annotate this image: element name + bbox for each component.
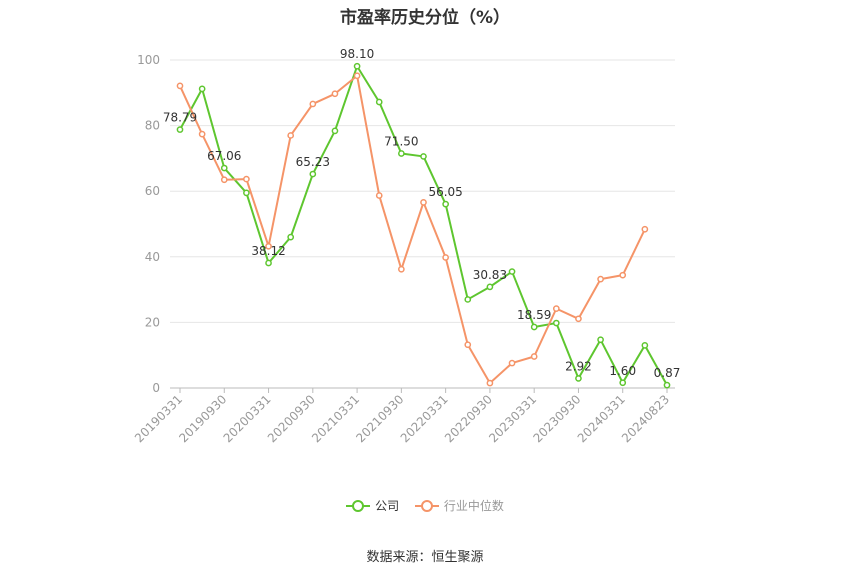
data-labels: 78.79 67.06 38.12 65.23 98.10 71.50 56.05 30.83… xyxy=(163,47,681,380)
data-point xyxy=(176,126,184,133)
data-point xyxy=(220,176,228,184)
data-point xyxy=(420,153,427,160)
data-point xyxy=(353,62,361,70)
data-point xyxy=(530,323,538,331)
data-point xyxy=(442,200,449,208)
data-point xyxy=(375,192,383,199)
data-point xyxy=(176,82,184,90)
chart-title: 市盈率历史分位（%） xyxy=(339,8,511,28)
data-label: 78.79 xyxy=(163,111,197,125)
data-point xyxy=(398,150,405,157)
y-tick-label: 40 xyxy=(145,250,160,264)
series-lines xyxy=(176,62,671,389)
legend-item-industry-median[interactable]: 行业中位数 xyxy=(414,497,504,514)
data-point xyxy=(398,265,405,273)
data-point xyxy=(464,341,472,349)
data-point xyxy=(375,98,383,106)
legend: 公司 行业中位数 xyxy=(0,497,850,516)
data-point xyxy=(597,275,604,283)
data-point xyxy=(552,319,560,327)
data-point xyxy=(486,379,494,387)
data-point xyxy=(641,225,649,233)
data-point xyxy=(552,305,560,312)
data-label: 0.87 xyxy=(654,366,681,380)
legend-label: 行业中位数 xyxy=(443,499,504,513)
data-point xyxy=(641,342,649,349)
data-point xyxy=(508,359,516,367)
y-tick-label: 60 xyxy=(145,184,160,198)
data-point xyxy=(353,72,361,80)
x-tick-label: 20240823 xyxy=(619,392,672,445)
grid-lines xyxy=(170,59,675,323)
data-point xyxy=(220,164,228,172)
data-label: 98.10 xyxy=(340,47,374,61)
data-point xyxy=(198,130,206,138)
data-label: 1.60 xyxy=(609,364,636,378)
data-point xyxy=(287,132,295,139)
data-point xyxy=(265,259,272,267)
data-label: 65.23 xyxy=(296,155,330,169)
series-line-1 xyxy=(179,74,646,385)
data-point xyxy=(287,233,295,241)
data-point xyxy=(619,271,627,279)
data-point xyxy=(663,381,671,389)
legend-line-marker-icon xyxy=(346,499,371,513)
y-tick-label: 100 xyxy=(137,53,160,67)
data-point xyxy=(420,199,427,206)
data-label: 38.12 xyxy=(251,244,285,258)
data-point xyxy=(265,242,272,250)
legend-item-company[interactable]: 公司 xyxy=(346,497,399,514)
data-point xyxy=(331,127,339,135)
data-point xyxy=(575,375,582,382)
data-point xyxy=(331,90,339,98)
data-point xyxy=(309,170,317,178)
data-point xyxy=(198,85,206,93)
data-label: 56.05 xyxy=(428,185,462,199)
data-point xyxy=(464,296,472,303)
series-line-0 xyxy=(179,65,668,386)
data-point xyxy=(508,268,516,275)
data-label: 67.06 xyxy=(207,149,241,163)
data-point xyxy=(486,283,494,291)
data-label: 71.50 xyxy=(384,134,418,148)
y-tick-label: 20 xyxy=(145,315,160,329)
y-tick-label: 80 xyxy=(145,119,160,133)
data-label: 18.59 xyxy=(517,308,551,322)
data-point xyxy=(243,189,250,197)
data-point xyxy=(530,353,538,360)
data-point xyxy=(243,175,250,183)
data-point xyxy=(442,254,449,261)
data-label: 30.83 xyxy=(473,268,507,282)
data-point xyxy=(619,379,627,387)
data-point xyxy=(575,315,582,323)
legend-line-marker-icon xyxy=(414,499,439,513)
y-tick-label: 0 xyxy=(152,381,160,395)
data-point xyxy=(597,336,604,344)
axes: 0204060801002019033120190930202003312020… xyxy=(132,53,675,445)
legend-label: 公司 xyxy=(375,499,400,513)
data-label: 2.92 xyxy=(565,359,592,373)
data-source: 数据来源：恒生聚源 xyxy=(366,550,484,565)
data-point xyxy=(309,100,317,108)
